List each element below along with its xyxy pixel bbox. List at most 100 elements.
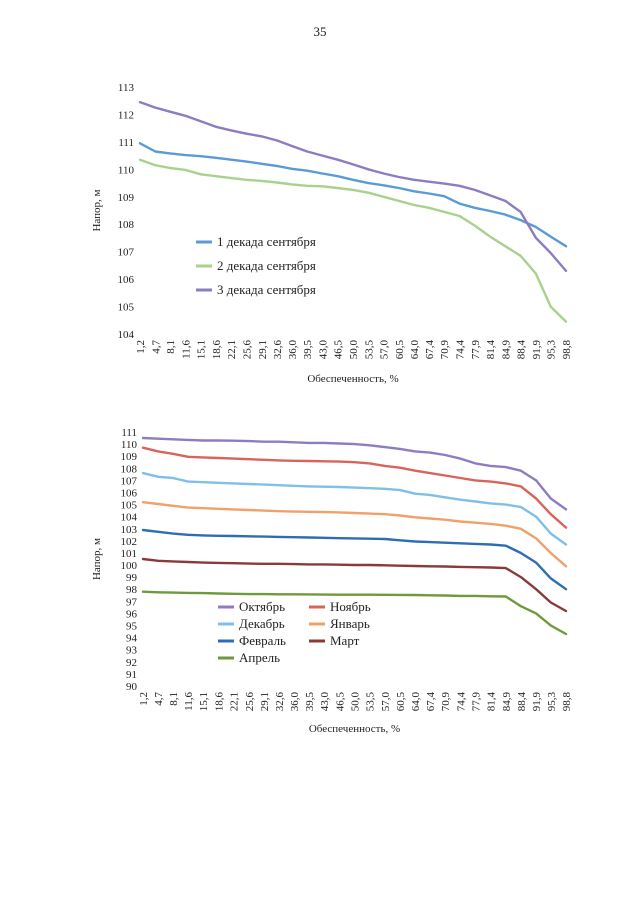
x-tick-label: 36,0 xyxy=(287,340,299,360)
x-tick-label: 25,6 xyxy=(244,692,256,712)
y-tick-label: 110 xyxy=(118,164,135,176)
legend-label: Ноябрь xyxy=(330,599,371,614)
y-tick-label: 92 xyxy=(126,657,137,669)
y-tick-label: 106 xyxy=(121,487,138,499)
series-line-5 xyxy=(141,528,568,591)
y-tick-label: 102 xyxy=(121,536,138,548)
x-tick-label: 57,0 xyxy=(380,692,392,712)
x-tick-label: 18,6 xyxy=(213,692,225,712)
y-tick-label: 103 xyxy=(121,524,138,536)
y-tick-label: 107 xyxy=(118,247,135,259)
x-tick-label: 22,1 xyxy=(226,340,238,359)
y-tick-label: 111 xyxy=(121,427,137,439)
x-tick-label: 1,2 xyxy=(138,692,150,706)
y-tick-label: 105 xyxy=(118,302,135,314)
page-number: 35 xyxy=(313,24,327,39)
x-tick-label: 4,7 xyxy=(153,692,165,706)
x-tick-label: 15,1 xyxy=(198,692,210,711)
x-tick-label: 74,4 xyxy=(455,692,467,712)
y-tick-label: 104 xyxy=(121,512,138,524)
x-tick-label: 32,6 xyxy=(274,692,286,712)
y-tick-label: 109 xyxy=(118,192,135,204)
x-tick-label: 81,4 xyxy=(486,692,498,712)
series-line-3 xyxy=(138,100,568,273)
x-axis-title: Обеспеченность, % xyxy=(309,723,400,735)
y-tick-label: 91 xyxy=(126,669,137,681)
legend-label: Декабрь xyxy=(239,616,285,631)
x-tick-label: 39,5 xyxy=(302,340,314,360)
x-tick-label: 39,5 xyxy=(304,692,316,712)
x-tick-label: 53,5 xyxy=(365,692,377,712)
x-tick-label: 15,1 xyxy=(196,340,208,359)
series-line-6 xyxy=(141,557,568,613)
x-tick-label: 64,0 xyxy=(409,340,421,360)
x-tick-label: 95,3 xyxy=(546,692,558,712)
y-tick-label: 94 xyxy=(126,633,138,645)
x-tick-label: 91,9 xyxy=(531,692,543,712)
x-tick-label: 32,6 xyxy=(272,340,284,360)
y-tick-label: 100 xyxy=(121,560,138,572)
legend-label: 2 декада сентября xyxy=(217,258,316,273)
x-tick-label: 11,6 xyxy=(183,692,195,711)
y-tick-label: 113 xyxy=(118,82,135,94)
x-tick-label: 67,4 xyxy=(425,692,437,712)
x-tick-label: 60,5 xyxy=(395,692,407,712)
y-tick-label: 101 xyxy=(121,548,138,560)
x-tick-label: 29,1 xyxy=(259,692,271,711)
x-tick-label: 64,0 xyxy=(410,692,422,712)
x-tick-label: 84,9 xyxy=(501,692,513,712)
x-tick-label: 29,1 xyxy=(257,340,269,359)
x-tick-label: 88,4 xyxy=(516,692,528,712)
x-tick-label: 77,9 xyxy=(470,340,482,360)
legend-label: Февраль xyxy=(239,633,286,648)
legend-label: 3 декада сентября xyxy=(217,282,316,297)
x-tick-label: 60,5 xyxy=(394,340,406,360)
y-tick-label: 111 xyxy=(118,137,134,149)
x-tick-label: 81,4 xyxy=(485,340,497,360)
x-tick-label: 11,6 xyxy=(180,340,192,359)
x-tick-label: 77,9 xyxy=(470,692,482,712)
y-tick-label: 96 xyxy=(126,608,138,620)
y-tick-label: 99 xyxy=(126,572,138,584)
y-tick-label: 93 xyxy=(126,645,138,657)
series-line-7 xyxy=(141,590,568,636)
x-tick-label: 70,9 xyxy=(440,692,452,712)
y-tick-label: 108 xyxy=(121,463,138,475)
x-tick-label: 74,4 xyxy=(455,340,467,360)
legend-label: Октябрь xyxy=(239,599,285,614)
series-line-2 xyxy=(141,446,568,529)
x-tick-label: 8,1 xyxy=(168,692,180,706)
x-tick-label: 43,0 xyxy=(319,692,331,712)
x-tick-label: 95,3 xyxy=(546,340,558,360)
series-line-3 xyxy=(141,471,568,546)
y-tick-label: 108 xyxy=(118,219,135,231)
y-tick-label: 98 xyxy=(126,584,138,596)
x-tick-label: 8,1 xyxy=(165,340,177,354)
x-tick-label: 4,7 xyxy=(150,340,162,354)
y-tick-label: 90 xyxy=(126,681,138,693)
legend-label: Март xyxy=(330,633,360,648)
y-tick-label: 105 xyxy=(121,500,138,512)
y-tick-label: 95 xyxy=(126,621,138,633)
x-tick-label: 91,9 xyxy=(531,340,543,360)
series-line-1 xyxy=(138,142,568,248)
x-tick-label: 22,1 xyxy=(229,692,241,711)
legend-label: Апрель xyxy=(239,650,280,665)
x-tick-label: 36,0 xyxy=(289,692,301,712)
y-tick-label: 106 xyxy=(118,274,135,286)
y-tick-label: 112 xyxy=(118,109,134,121)
x-tick-label: 43,0 xyxy=(317,340,329,360)
x-tick-label: 88,4 xyxy=(516,340,528,360)
y-tick-label: 109 xyxy=(121,451,138,463)
x-tick-label: 18,6 xyxy=(211,340,223,360)
x-tick-label: 50,0 xyxy=(348,340,360,360)
y-tick-label: 110 xyxy=(121,439,138,451)
series-line-1 xyxy=(141,436,568,511)
series-line-2 xyxy=(138,158,568,323)
x-tick-label: 25,6 xyxy=(242,340,254,360)
legend-label: Январь xyxy=(330,616,370,631)
x-tick-label: 70,9 xyxy=(439,340,451,360)
x-axis-title: Обеспеченность, % xyxy=(307,373,398,385)
x-tick-label: 46,5 xyxy=(333,340,345,360)
chart-2-monthly-heads: 9091929394959697989910010110210310410510… xyxy=(91,427,573,735)
